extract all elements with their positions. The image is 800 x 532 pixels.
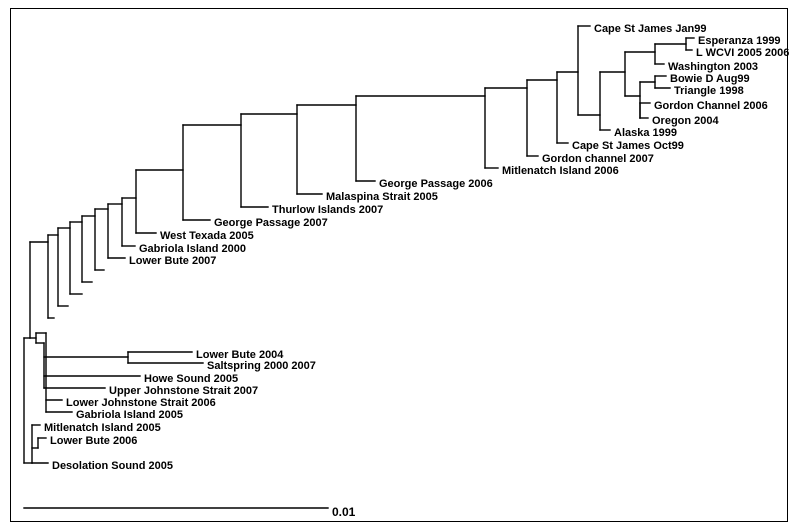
tree-tip-label: Thurlow Islands 2007 bbox=[272, 205, 383, 216]
tree-tip-label: George Passage 2006 bbox=[379, 179, 493, 190]
phylogenetic-tree-figure: Cape St James Jan99Esperanza 1999L WCVI … bbox=[0, 0, 800, 532]
tree-tip-label: Mitlenatch Island 2006 bbox=[502, 166, 619, 177]
tree-tip-label: Malaspina Strait 2005 bbox=[326, 192, 438, 203]
tree-tip-label: Lower Bute 2006 bbox=[50, 436, 137, 447]
tree-tip-label: Cape St James Jan99 bbox=[594, 24, 707, 35]
tree-tip-label: Lower Bute 2004 bbox=[196, 350, 283, 361]
tree-tip-label: Bowie D Aug99 bbox=[670, 74, 750, 85]
tree-tip-label: Gabriola Island 2005 bbox=[76, 410, 183, 421]
tree-tip-label: Cape St James Oct99 bbox=[572, 141, 684, 152]
tree-tip-label: Triangle 1998 bbox=[674, 86, 744, 97]
tree-tip-label: George Passage 2007 bbox=[214, 218, 328, 229]
tree-tip-label: Oregon 2004 bbox=[652, 116, 719, 127]
scale-bar-label: 0.01 bbox=[332, 506, 355, 518]
tree-tip-label: Alaska 1999 bbox=[614, 128, 677, 139]
tree-tip-label: Howe Sound 2005 bbox=[144, 374, 238, 385]
tree-tip-label: West Texada 2005 bbox=[160, 231, 254, 242]
tree-tip-label: Saltspring 2000 2007 bbox=[207, 361, 316, 372]
tree-tip-label: Gabriola Island 2000 bbox=[139, 244, 246, 255]
tree-tip-label: Lower Johnstone Strait 2006 bbox=[66, 398, 216, 409]
tree-tip-label: Upper Johnstone Strait 2007 bbox=[109, 386, 258, 397]
tree-tip-label: Desolation Sound 2005 bbox=[52, 461, 173, 472]
tree-tip-label: Gordon Channel 2006 bbox=[654, 101, 768, 112]
tree-tip-label: Gordon channel 2007 bbox=[542, 154, 654, 165]
tree-tip-label: L WCVI 2005 2006 bbox=[696, 48, 789, 59]
tree-tip-label: Washington 2003 bbox=[668, 62, 758, 73]
tree-tip-label: Esperanza 1999 bbox=[698, 36, 781, 47]
tree-tip-label: Lower Bute 2007 bbox=[129, 256, 216, 267]
tree-tip-label: Mitlenatch Island 2005 bbox=[44, 423, 161, 434]
